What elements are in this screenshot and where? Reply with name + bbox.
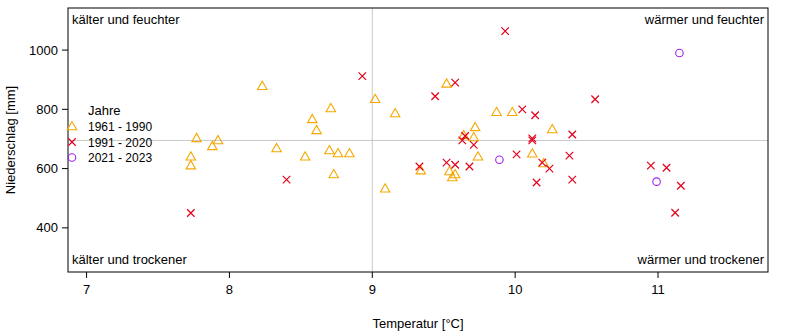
annotation: kälter und trockener bbox=[72, 252, 188, 267]
point bbox=[501, 27, 509, 35]
legend-title: Jahre bbox=[88, 103, 121, 118]
y-tick bbox=[62, 168, 68, 169]
point bbox=[466, 163, 474, 171]
point bbox=[272, 143, 282, 151]
point bbox=[258, 81, 268, 89]
legend-marker bbox=[68, 138, 76, 146]
legend-label: 1991 - 2020 bbox=[88, 136, 152, 150]
point bbox=[208, 141, 218, 149]
point bbox=[283, 176, 291, 184]
x-tick-label: 7 bbox=[83, 282, 90, 297]
annotation: wärmer und trockener bbox=[637, 252, 765, 267]
x-tick-label: 10 bbox=[508, 282, 522, 297]
point bbox=[569, 131, 577, 139]
point bbox=[529, 137, 537, 145]
point bbox=[473, 152, 483, 160]
y-tick-label: 1000 bbox=[29, 43, 58, 58]
x-axis-label: Temperatur [°C] bbox=[372, 316, 463, 331]
point bbox=[496, 156, 504, 164]
point bbox=[359, 72, 367, 80]
point bbox=[192, 133, 202, 141]
x-tick-label: 11 bbox=[651, 282, 665, 297]
point bbox=[416, 166, 426, 174]
point bbox=[519, 106, 527, 114]
point bbox=[325, 146, 335, 154]
point bbox=[380, 184, 390, 192]
y-tick bbox=[62, 50, 68, 51]
point bbox=[566, 152, 574, 160]
point bbox=[531, 112, 539, 120]
point bbox=[450, 170, 460, 178]
x-tick bbox=[229, 272, 230, 278]
points bbox=[186, 27, 684, 216]
y-tick-label: 600 bbox=[36, 161, 58, 176]
point bbox=[187, 209, 195, 217]
point bbox=[539, 159, 547, 167]
point bbox=[548, 124, 558, 132]
point bbox=[671, 209, 679, 217]
point bbox=[442, 79, 452, 87]
point bbox=[508, 107, 518, 115]
point bbox=[186, 152, 196, 160]
point bbox=[329, 170, 339, 178]
reference-line bbox=[68, 140, 768, 141]
point bbox=[213, 135, 223, 143]
point bbox=[443, 159, 451, 167]
point bbox=[677, 182, 685, 190]
x-tick-label: 8 bbox=[226, 282, 233, 297]
point bbox=[653, 178, 661, 186]
legend-label: 2021 - 2023 bbox=[88, 151, 152, 165]
y-axis-label: Niederschlag [mm] bbox=[3, 86, 18, 194]
point bbox=[345, 148, 355, 156]
point bbox=[647, 162, 655, 170]
point bbox=[370, 94, 380, 102]
point bbox=[663, 164, 671, 172]
point bbox=[461, 132, 469, 140]
legend-marker bbox=[68, 154, 76, 162]
point bbox=[676, 49, 684, 57]
y-tick bbox=[62, 109, 68, 110]
point bbox=[492, 107, 502, 115]
x-tick bbox=[86, 272, 87, 278]
point bbox=[300, 152, 310, 160]
annotation: wärmer und feuchter bbox=[644, 12, 765, 27]
plot-frame bbox=[68, 8, 768, 272]
point bbox=[470, 141, 478, 149]
point bbox=[470, 122, 480, 130]
point bbox=[451, 79, 459, 87]
point bbox=[569, 176, 577, 184]
legend-marker bbox=[67, 122, 77, 130]
point bbox=[186, 161, 196, 169]
point bbox=[591, 96, 599, 104]
x-tick-label: 9 bbox=[369, 282, 376, 297]
point bbox=[469, 132, 479, 140]
annotation: kälter und feuchter bbox=[72, 12, 180, 27]
point bbox=[528, 149, 538, 157]
y-tick-label: 800 bbox=[36, 102, 58, 117]
legend-label: 1961 - 1990 bbox=[88, 120, 152, 134]
point bbox=[416, 163, 424, 171]
chart: 7 8 9 10 11 400 600 800 1000 Temperatur [°C] Niede… bbox=[0, 0, 788, 334]
point bbox=[312, 125, 322, 133]
point bbox=[308, 114, 318, 122]
x-tick bbox=[658, 272, 659, 278]
point bbox=[451, 161, 459, 169]
point bbox=[333, 148, 343, 156]
point bbox=[459, 137, 467, 145]
point bbox=[513, 151, 521, 159]
x-tick bbox=[515, 272, 516, 278]
point bbox=[326, 103, 336, 111]
y-tick-label: 400 bbox=[36, 220, 58, 235]
x-tick bbox=[372, 272, 373, 278]
point bbox=[546, 165, 554, 173]
point bbox=[431, 93, 439, 101]
point bbox=[533, 179, 541, 187]
point bbox=[390, 108, 400, 116]
y-tick bbox=[62, 227, 68, 228]
